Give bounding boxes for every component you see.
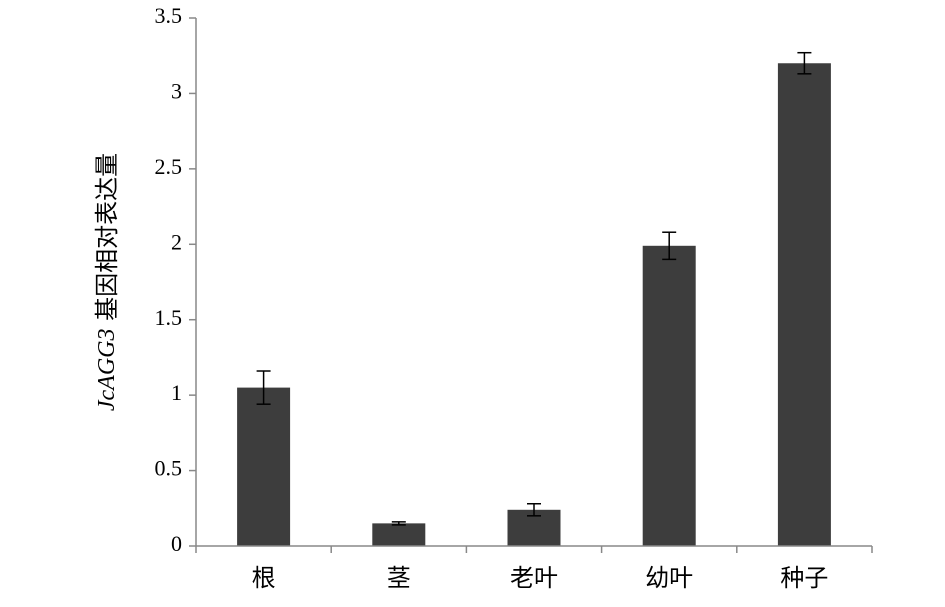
bar-1 (237, 387, 291, 546)
error-bar-1 (256, 370, 271, 405)
error-bars-group (256, 51, 812, 526)
x-category-label: 幼叶 (645, 564, 693, 592)
y-axis-label: JcAGG3 基因相对表达量 (93, 153, 121, 411)
x-category-label: 根 (252, 564, 276, 592)
y-ticks-group: 0 0.5 1 1.5 2 2.5 3 3.5 (155, 3, 196, 556)
axes-group (195, 18, 872, 547)
y-tick-label: 3.5 (155, 3, 183, 28)
bar-2 (372, 523, 426, 546)
x-ticks-group: 根 茎 老叶 幼叶 种子 (195, 546, 873, 592)
y-tick-label: 1.5 (155, 305, 183, 330)
y-tick-label: 2.5 (155, 154, 183, 179)
y-axis-label-gene: JcAGG3 (94, 329, 120, 412)
x-category-label: 老叶 (510, 564, 558, 592)
bar-5 (777, 63, 831, 546)
y-tick-label: 0.5 (155, 456, 183, 481)
error-bar-2 (391, 521, 406, 526)
error-bar-4 (662, 231, 677, 261)
bars-group (237, 63, 831, 546)
y-tick-label: 1 (171, 380, 182, 405)
bar-4 (642, 245, 696, 546)
error-bar-3 (527, 503, 541, 517)
y-tick-label: 0 (171, 531, 182, 556)
x-category-label: 种子 (780, 564, 828, 592)
error-bar-5 (797, 51, 812, 75)
x-category-label: 茎 (387, 564, 411, 592)
y-axis-label-text: 基因相对表达量 (93, 153, 121, 329)
y-tick-label: 2 (171, 229, 182, 254)
y-tick-label: 3 (171, 78, 182, 103)
